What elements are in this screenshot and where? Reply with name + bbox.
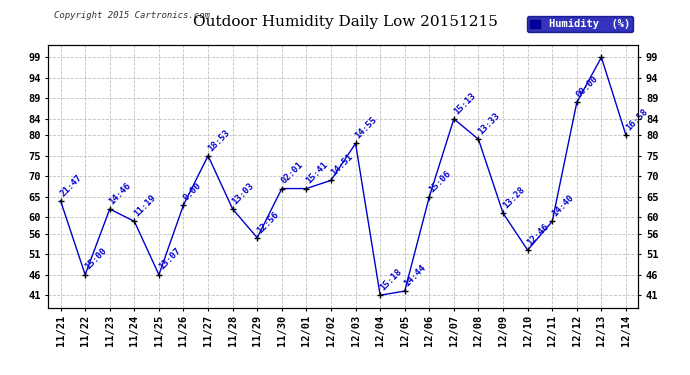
Text: 15:18: 15:18 bbox=[378, 267, 404, 292]
Text: Copyright 2015 Cartronics.com: Copyright 2015 Cartronics.com bbox=[55, 11, 210, 20]
Text: 15:00: 15:00 bbox=[83, 246, 108, 272]
Text: 15:13: 15:13 bbox=[452, 91, 477, 116]
Text: 12:46: 12:46 bbox=[526, 222, 551, 247]
Text: 15:41: 15:41 bbox=[304, 160, 330, 186]
Text: 14:46: 14:46 bbox=[108, 181, 133, 206]
Text: 00:00: 00:00 bbox=[575, 74, 600, 100]
Text: 14:44: 14:44 bbox=[402, 263, 428, 288]
Text: 13:07: 13:07 bbox=[157, 246, 182, 272]
Text: Outdoor Humidity Daily Low 20151215: Outdoor Humidity Daily Low 20151215 bbox=[193, 15, 497, 29]
Text: 11:19: 11:19 bbox=[132, 193, 157, 219]
Text: 18:53: 18:53 bbox=[206, 128, 231, 153]
Text: 0:00: 0:00 bbox=[181, 181, 203, 202]
Text: 14:51: 14:51 bbox=[329, 152, 354, 178]
Text: 15:06: 15:06 bbox=[427, 169, 453, 194]
Text: 13:03: 13:03 bbox=[230, 181, 256, 206]
Text: 14:55: 14:55 bbox=[353, 115, 379, 141]
Text: 12:56: 12:56 bbox=[255, 210, 280, 235]
Text: 13:33: 13:33 bbox=[476, 111, 502, 136]
Text: 21:47: 21:47 bbox=[59, 173, 83, 198]
Legend: Humidity  (%): Humidity (%) bbox=[526, 16, 633, 32]
Text: 14:40: 14:40 bbox=[550, 193, 575, 219]
Text: 13:28: 13:28 bbox=[501, 185, 526, 210]
Text: 02:01: 02:01 bbox=[279, 160, 305, 186]
Text: 16:58: 16:58 bbox=[624, 107, 649, 132]
